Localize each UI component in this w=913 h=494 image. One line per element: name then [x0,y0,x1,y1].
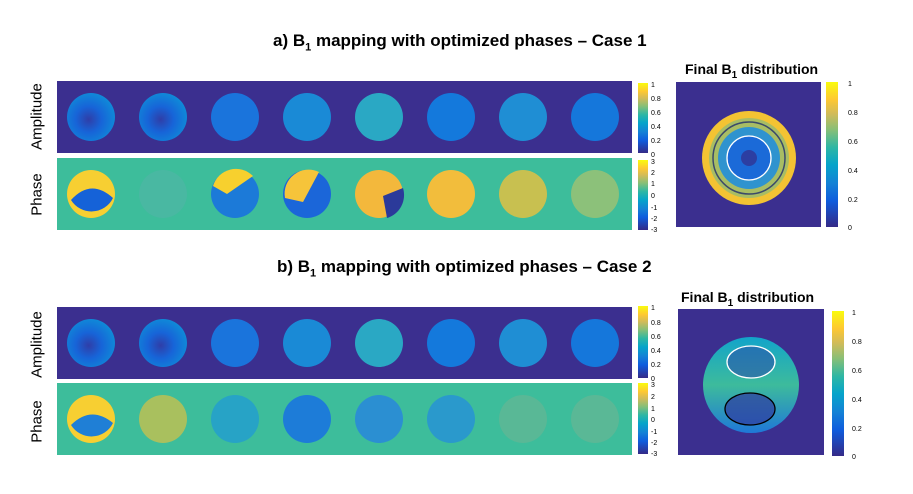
phase-map-b-2 [139,395,187,443]
amp-map-a-2 [139,93,187,141]
amp-map-a-5 [355,93,403,141]
tick: 1 [852,310,856,317]
amp-map-b-2 [139,319,187,367]
phase-maps-a [57,158,632,230]
tick: 0.2 [852,426,862,433]
final-b1-map-a [676,82,821,227]
tick: 0 [848,225,852,232]
phase-colorbar-b [638,383,648,454]
phase-map-b-4 [283,395,331,443]
amp-map-a-1 [67,93,115,141]
phase-maps-b [57,383,632,455]
final-b1-map-b [678,309,824,455]
tick: 3 [651,382,655,389]
tick: 0 [651,152,655,159]
tick: 0.4 [852,397,862,404]
amp-map-b-1 [67,319,115,367]
amp-map-b-3 [211,319,259,367]
tick: -1 [651,205,658,212]
amp-map-a-8 [571,93,619,141]
phase-map-b-3 [211,395,259,443]
phase-map-a-8 [571,170,619,218]
final-colorbar-b [832,311,844,456]
amp-map-a-6 [427,93,475,141]
phase-row-label-b: Phase [28,400,46,443]
tick: 0.6 [848,139,858,146]
tick: -2 [651,216,658,223]
tick: 0.4 [651,124,661,131]
amplitude-maps-a [57,81,632,153]
tick: 0 [852,454,856,461]
tick: 1 [651,82,655,89]
tick: 1 [651,305,655,312]
tick: 0.8 [848,110,858,117]
amp-map-b-4 [283,319,331,367]
tick: 0.2 [651,138,661,145]
phase-map-a-6 [427,170,475,218]
phase-row-label-a: Phase [28,173,46,216]
final-distribution-title-b: Final B1 distribution [681,289,815,309]
amp-map-b-8 [571,319,619,367]
amp-map-b-6 [427,319,475,367]
phase-map-b-8 [571,395,619,443]
panel-a-title: a) B1 mapping with optimized phases – Ca… [273,31,647,54]
tick: 0.6 [852,368,862,375]
tick: 2 [651,394,655,401]
tick: 0.8 [651,320,661,327]
tick: 2 [651,170,655,177]
tick: -2 [651,440,658,447]
phase-map-a-7 [499,170,547,218]
tick: 0.8 [852,339,862,346]
tick: -3 [651,227,658,234]
tick: 0.6 [651,334,661,341]
amplitude-colorbar-a [638,83,648,153]
tick: 0.6 [651,110,661,117]
tick: 0.4 [651,348,661,355]
tick: 3 [651,159,655,166]
phase-map-b-6 [427,395,475,443]
tick: 0 [651,417,655,424]
phase-colorbar-a [638,160,648,230]
amplitude-colorbar-b [638,306,648,378]
phase-map-a-2 [139,170,187,218]
final-colorbar-a [826,82,838,227]
tick: 0.2 [848,197,858,204]
amplitude-row-label-a: Amplitude [28,83,46,150]
phase-map-b-5 [355,395,403,443]
amp-map-a-7 [499,93,547,141]
tick: -1 [651,429,658,436]
phase-map-b-7 [499,395,547,443]
tick: 0 [651,376,655,383]
tick: 1 [651,406,655,413]
amp-map-b-5 [355,319,403,367]
tick: 0.4 [848,168,858,175]
tick: 0.8 [651,96,661,103]
tick: 0.2 [651,362,661,369]
panel-b-title: b) B1 mapping with optimized phases – Ca… [277,257,652,280]
amplitude-maps-b [57,307,632,379]
tick: 1 [848,81,852,88]
amp-map-a-4 [283,93,331,141]
amp-map-a-3 [211,93,259,141]
amp-map-b-7 [499,319,547,367]
tick: 0 [651,193,655,200]
tick: 1 [651,181,655,188]
tick: -3 [651,451,658,458]
final-distribution-title-a: Final B1 distribution [685,61,819,81]
